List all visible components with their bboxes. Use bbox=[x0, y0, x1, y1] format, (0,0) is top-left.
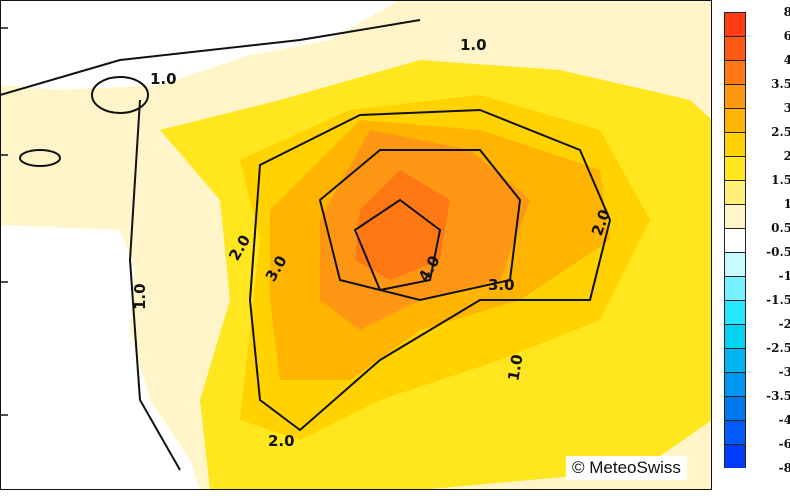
contour-label: 2.0 bbox=[268, 432, 295, 450]
legend-label: -6 bbox=[778, 437, 790, 451]
legend-swatch bbox=[724, 348, 746, 372]
legend-swatch bbox=[724, 444, 746, 468]
legend-swatch bbox=[724, 84, 746, 108]
legend-swatch bbox=[724, 156, 746, 180]
legend-label: -2.5 bbox=[766, 341, 790, 355]
legend-label: 3.5 bbox=[771, 77, 790, 91]
legend-swatch bbox=[724, 228, 746, 252]
legend-label: -8 bbox=[778, 461, 790, 475]
legend-label: 4 bbox=[783, 53, 790, 67]
legend-swatch bbox=[724, 276, 746, 300]
legend-label: 0.5 bbox=[771, 221, 790, 235]
legend-swatch bbox=[724, 300, 746, 324]
legend-label: 6 bbox=[783, 29, 790, 43]
anomaly-area-35 bbox=[355, 170, 450, 280]
legend-label: 8 bbox=[783, 5, 790, 19]
legend-label: -0.5 bbox=[766, 245, 790, 259]
contour-label: 3.0 bbox=[488, 276, 515, 294]
legend-label: -3.5 bbox=[766, 389, 790, 403]
legend-swatch bbox=[724, 180, 746, 204]
legend-label: -4 bbox=[778, 413, 790, 427]
axis-ticks bbox=[0, 27, 8, 416]
color-legend: 8 6 4 3.5 3 2.5 2 1.5 1 0.5 -0.5 -1 -1.5 -2 -2.5 -3 -3.5… bbox=[724, 6, 790, 474]
legend-swatch bbox=[724, 12, 746, 36]
legend-label: -3 bbox=[778, 365, 790, 379]
contour-label: 1.0 bbox=[504, 353, 526, 382]
legend-label: 3 bbox=[783, 101, 790, 115]
legend-swatch bbox=[724, 420, 746, 444]
legend-swatch bbox=[724, 252, 746, 276]
contour-label: 1.0 bbox=[460, 36, 487, 54]
legend-label: 2.5 bbox=[771, 125, 790, 139]
legend-swatch bbox=[724, 372, 746, 396]
legend-label: -2 bbox=[778, 317, 790, 331]
legend-swatch bbox=[724, 324, 746, 348]
legend-label: 1.5 bbox=[771, 173, 790, 187]
legend-swatch bbox=[724, 204, 746, 228]
anomaly-area-white-north bbox=[0, 0, 400, 90]
legend-swatch bbox=[724, 60, 746, 84]
legend-label: 2 bbox=[783, 149, 790, 163]
anomaly-area-white-atlantic bbox=[0, 225, 200, 490]
map-frame bbox=[0, 0, 712, 490]
contour-lines bbox=[0, 19, 612, 471]
legend-label: -1 bbox=[778, 269, 790, 283]
temperature-anomaly-map: 1.0 1.0 1.0 1.0 2.0 2.0 2.0 3.0 3.0 4.0 bbox=[0, 0, 712, 490]
legend-label: 1 bbox=[783, 197, 790, 211]
legend-swatch bbox=[724, 36, 746, 60]
legend-swatch bbox=[724, 132, 746, 156]
copyright-label: © MeteoSwiss bbox=[566, 456, 687, 480]
legend-swatch bbox=[724, 396, 746, 420]
legend-label: -1.5 bbox=[766, 293, 790, 307]
legend-swatch bbox=[724, 108, 746, 132]
contour-label: 1.0 bbox=[131, 283, 149, 310]
contour-label: 1.0 bbox=[150, 70, 177, 88]
